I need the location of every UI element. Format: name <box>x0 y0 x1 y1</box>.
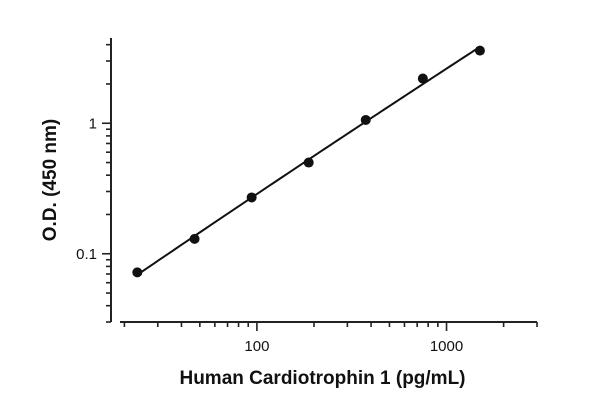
x-tick-label: 100 <box>244 338 269 355</box>
data-point <box>246 192 257 203</box>
data-point <box>474 45 485 56</box>
data-point <box>303 157 314 168</box>
y-tick-label: 1 <box>89 115 97 132</box>
data-point <box>360 114 371 125</box>
y-axis-title: O.D. (450 nm) <box>40 119 61 241</box>
y-tick-label: 0.1 <box>76 246 97 263</box>
data-points <box>132 45 485 278</box>
axes <box>110 38 537 323</box>
x-tick-label: 1000 <box>430 338 463 355</box>
data-point <box>132 267 143 278</box>
x-axis-title: Human Cardiotrophin 1 (pg/mL) <box>179 368 465 389</box>
data-point <box>189 233 200 244</box>
data-point <box>417 73 428 84</box>
x-ticks: 100 1000 <box>123 322 538 355</box>
y-ticks: 0.11 <box>76 43 111 323</box>
